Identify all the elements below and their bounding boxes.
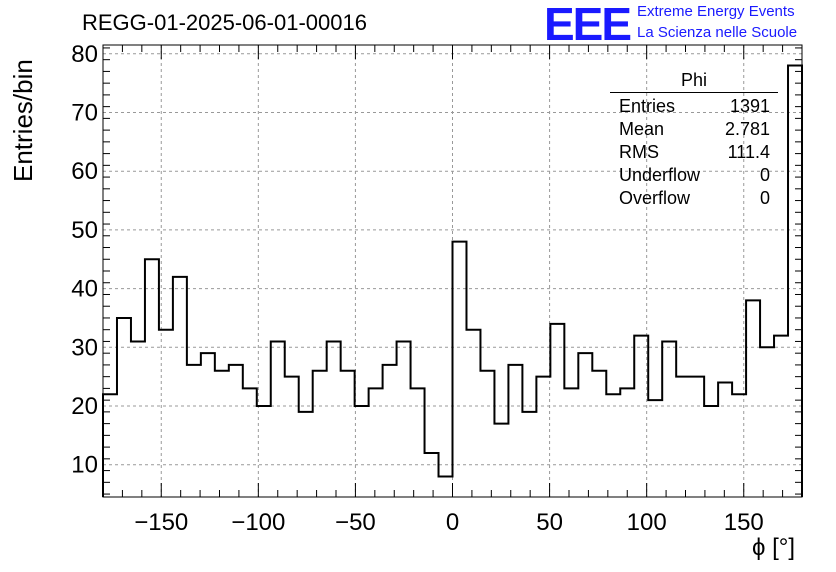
y-tick-label: 50 [71, 217, 98, 244]
stats-rows: Entries 1391 Mean 2.781 RMS 111.4 Underflow 0 Ov… [610, 95, 778, 210]
histogram-bin [243, 388, 257, 497]
x-tick-label: −100 [231, 509, 285, 536]
histogram-bin [397, 341, 411, 497]
logo-text-line1: Extreme Energy Events [637, 3, 795, 20]
stats-value: 111.4 [727, 142, 770, 162]
histogram-bin [522, 412, 536, 497]
x-tick-label: 50 [536, 509, 563, 536]
stats-label: Mean [619, 119, 665, 139]
y-tick-label: 20 [71, 393, 98, 420]
histogram-bin [411, 388, 425, 497]
stats-box: Phi Entries 1391 Mean 2.781 RMS 111.4 Underflo… [610, 70, 778, 210]
y-tick-label: 10 [71, 452, 98, 479]
histogram-bin [774, 336, 788, 497]
y-tick-label: 60 [71, 158, 98, 185]
histogram-bin [201, 353, 215, 497]
histogram-bin [271, 341, 285, 497]
histogram-bin [536, 377, 550, 497]
histogram-bin [159, 330, 173, 497]
histogram-bin [369, 388, 383, 497]
histogram-bin [704, 406, 718, 497]
stats-row-underflow: Underflow 0 [610, 164, 778, 187]
histogram-bin [550, 324, 564, 497]
histogram-bin [466, 330, 480, 497]
histogram-bin [173, 277, 187, 497]
histogram-bin [690, 377, 704, 497]
histogram-bin [760, 347, 774, 497]
histogram-bin [257, 406, 271, 497]
histogram-bin [578, 353, 592, 497]
histogram-bin [606, 394, 620, 497]
histogram-bin [480, 371, 494, 497]
stats-row-rms: RMS 111.4 [610, 141, 778, 164]
histogram-bin [788, 66, 802, 497]
stats-value: 1391 [729, 96, 770, 116]
stats-value: 0 [759, 188, 770, 208]
x-tick-label: −150 [134, 509, 188, 536]
y-tick-label: 40 [71, 276, 98, 303]
stats-title: Phi [610, 70, 778, 93]
histogram-bin [746, 300, 760, 497]
histogram-bin [662, 341, 676, 497]
histogram-bin [313, 371, 327, 497]
histogram-bin [620, 388, 634, 497]
stats-value: 0 [759, 165, 770, 185]
stats-row-mean: Mean 2.781 [610, 118, 778, 141]
histogram-bin [383, 365, 397, 497]
chart-title: REGG-01-2025-06-01-00016 [82, 10, 367, 35]
histogram-bin [299, 412, 313, 497]
x-axis-label: ϕ [°] [752, 534, 796, 561]
histogram-bin [718, 383, 732, 497]
logo-text-line2: La Scienza nelle Scuole [637, 24, 798, 41]
histogram-bin [327, 341, 341, 497]
y-tick-label: 80 [71, 41, 98, 68]
stats-value: 2.781 [724, 119, 770, 139]
stats-label: Entries [619, 96, 676, 116]
histogram-bin [145, 259, 159, 497]
histogram-bin [439, 476, 453, 497]
histogram-bin [634, 336, 648, 497]
histogram-bin [676, 377, 690, 497]
histogram-bin [285, 377, 299, 497]
stats-label: RMS [619, 142, 659, 162]
stats-label: Overflow [619, 188, 691, 208]
histogram-bin [732, 394, 746, 497]
histogram-bin [341, 371, 355, 497]
stats-row-overflow: Overflow 0 [610, 187, 778, 210]
stats-label: Underflow [619, 165, 701, 185]
histogram-bin [648, 400, 662, 497]
histogram-bin [592, 371, 606, 497]
histogram-bin [355, 406, 369, 497]
histogram-bin [508, 365, 522, 497]
plot-frame [102, 44, 803, 498]
histogram-bin [564, 388, 578, 497]
x-tick-label: 150 [724, 509, 764, 536]
x-tick-label: −50 [335, 509, 376, 536]
histogram-bin [425, 453, 439, 497]
histogram-bin [187, 365, 201, 497]
x-tick-label: 100 [627, 509, 667, 536]
x-tick-label: 0 [446, 509, 459, 536]
y-tick-label: 30 [71, 334, 98, 361]
histogram-bin [229, 365, 243, 497]
y-tick-label: 70 [71, 100, 98, 127]
stats-row-entries: Entries 1391 [610, 95, 778, 118]
histogram-bin [131, 341, 145, 497]
y-axis-label: Entries/bin [8, 59, 38, 182]
histogram-bin [117, 318, 131, 497]
eee-logo: EEE [544, 0, 632, 50]
histogram-bin [103, 394, 117, 497]
histogram-bin [494, 424, 508, 497]
histogram-bin [453, 242, 467, 497]
histogram-line [102, 64, 803, 497]
histogram-bin [215, 371, 229, 497]
